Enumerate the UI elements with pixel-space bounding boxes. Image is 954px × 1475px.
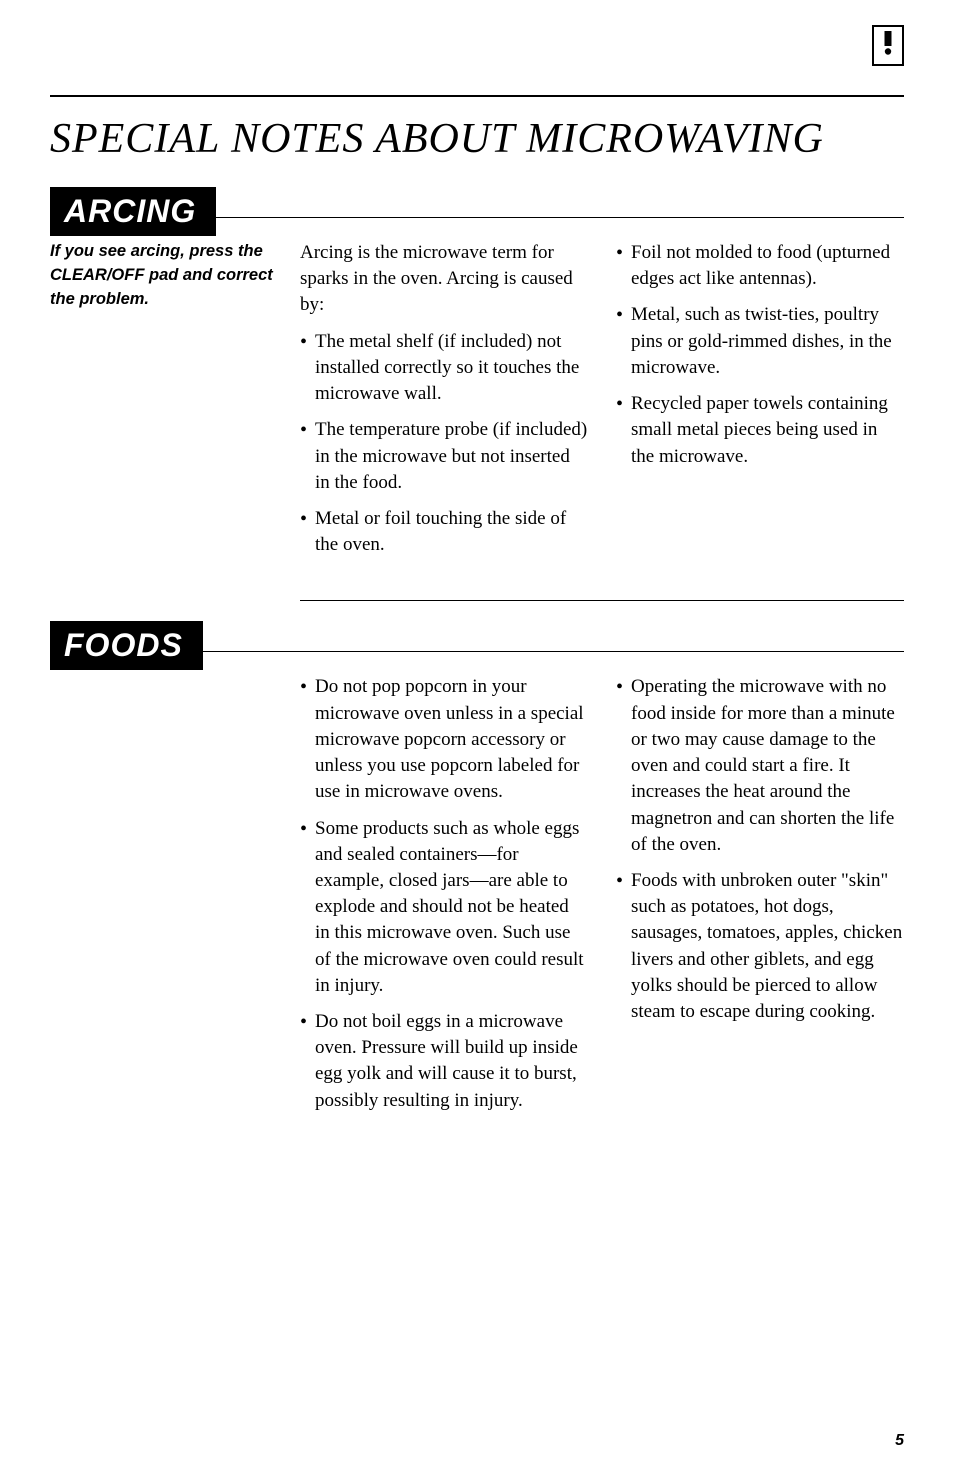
arcing-intro: Arcing is the microwave term for sparks … (300, 240, 588, 319)
list-item: The temperature probe (if included) in t… (300, 417, 588, 496)
list-item: Foods with unbroken outer "skin" such as… (616, 868, 904, 1025)
foods-list-2: Operating the microwave with no food ins… (616, 674, 904, 1025)
list-item: Some products such as whole eggs and sea… (300, 816, 588, 1000)
arcing-header: ARCING (50, 187, 216, 236)
page-number: 5 (895, 1432, 904, 1450)
list-item: The metal shelf (if included) not instal… (300, 329, 588, 408)
list-item: Metal, such as twist-ties, poultry pins … (616, 302, 904, 381)
foods-list-1: Do not pop popcorn in your microwave ove… (300, 674, 588, 1114)
top-rule (50, 95, 904, 97)
list-item: Do not pop popcorn in your microwave ove… (300, 674, 588, 805)
arcing-sidebar: If you see arcing, press the CLEAR/OFF p… (50, 240, 280, 312)
list-item: Recycled paper towels containing small m… (616, 391, 904, 470)
list-item: Do not boil eggs in a microwave oven. Pr… (300, 1009, 588, 1114)
foods-section: FOODS Do not pop popcorn in your microwa… (50, 621, 904, 1124)
list-item: Metal or foil touching the side of the o… (300, 506, 588, 558)
mid-rule (300, 600, 904, 601)
main-title: SPECIAL NOTES ABOUT MICROWAVING (50, 115, 904, 163)
arcing-list-1: The metal shelf (if included) not instal… (300, 329, 588, 559)
foods-header: FOODS (50, 621, 203, 670)
arcing-list-2: Foil not molded to food (upturned edges … (616, 240, 904, 470)
list-item: Operating the microwave with no food ins… (616, 674, 904, 858)
warning-icon (872, 25, 904, 66)
arcing-section: ARCING If you see arcing, press the CLEA… (50, 187, 904, 568)
list-item: Foil not molded to food (upturned edges … (616, 240, 904, 292)
